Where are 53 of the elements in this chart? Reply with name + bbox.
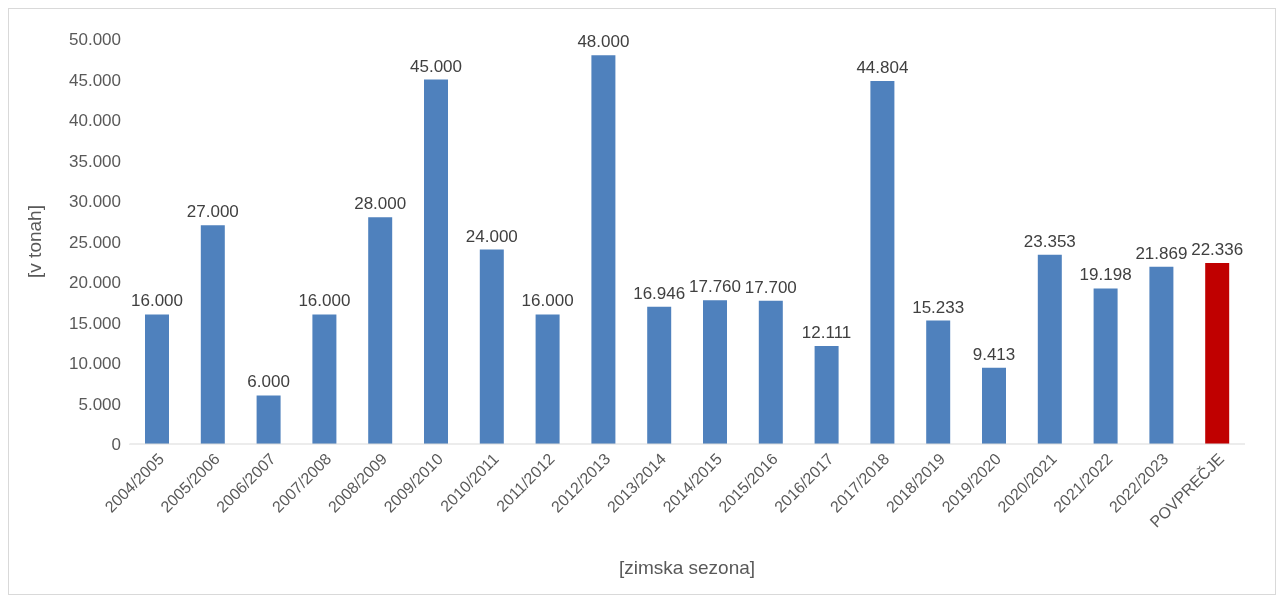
data-label: 22.336	[1191, 240, 1244, 260]
bar	[424, 79, 448, 444]
bar	[479, 249, 504, 444]
x-axis-title: [zimska sezona]	[618, 557, 756, 578]
bar	[870, 81, 895, 444]
data-label: 16.946	[633, 283, 686, 303]
y-tick-label: 25.000	[69, 232, 121, 252]
bar	[312, 314, 337, 444]
data-label: 48.000	[577, 32, 630, 52]
bar	[256, 395, 281, 444]
bar	[535, 314, 560, 444]
data-label: 24.000	[465, 226, 518, 246]
y-tick-label: 35.000	[69, 151, 121, 171]
data-label: 21.869	[1135, 243, 1188, 263]
bar	[1205, 263, 1230, 444]
data-label: 16.000	[521, 291, 574, 311]
bar	[758, 300, 783, 444]
bar	[145, 314, 169, 444]
data-label: 17.700	[744, 277, 797, 297]
bar	[1093, 288, 1118, 444]
data-label: 23.353	[1023, 231, 1076, 251]
y-tick-label: 5.000	[78, 394, 121, 414]
data-label: 44.804	[856, 58, 909, 78]
y-tick-label: 0	[111, 435, 121, 455]
data-label: 16.000	[131, 291, 183, 311]
bar	[647, 306, 672, 444]
data-label: 17.760	[689, 277, 741, 297]
y-tick-label: 30.000	[69, 192, 121, 212]
y-tick-label: 10.000	[69, 354, 121, 374]
y-tick-label: 40.000	[69, 111, 121, 131]
data-label: 28.000	[354, 194, 407, 214]
y-axis-title: [v tonah]	[23, 205, 45, 278]
data-label: 45.000	[410, 56, 462, 76]
data-label: 27.000	[186, 202, 239, 222]
bar	[703, 300, 727, 444]
data-label: 19.198	[1079, 265, 1132, 285]
y-tick-label: 15.000	[69, 313, 121, 333]
y-tick-label: 20.000	[69, 273, 121, 293]
data-label: 6.000	[247, 372, 290, 392]
bar	[814, 345, 839, 444]
bar	[1037, 254, 1062, 444]
bar	[591, 55, 616, 444]
data-label: 9.413	[972, 344, 1016, 364]
data-label: 16.000	[298, 291, 351, 311]
bar	[368, 217, 393, 444]
bar	[1149, 266, 1174, 444]
bar	[926, 320, 951, 444]
bar	[200, 225, 225, 444]
data-label: 15.233	[912, 297, 965, 317]
y-tick-label: 45.000	[69, 70, 121, 90]
bar	[982, 367, 1006, 444]
y-tick-label: 50.000	[69, 30, 121, 50]
data-label: 12.111	[801, 322, 852, 342]
